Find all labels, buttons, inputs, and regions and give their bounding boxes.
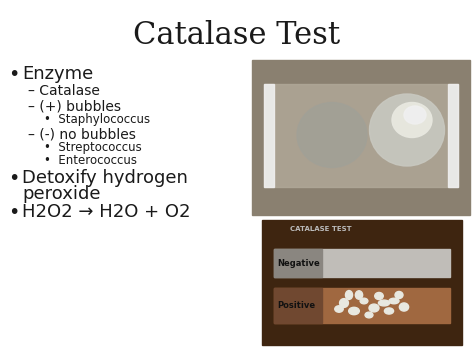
Ellipse shape xyxy=(395,291,403,299)
Text: peroxide: peroxide xyxy=(22,185,100,203)
Text: •  Staphylococcus: • Staphylococcus xyxy=(44,113,150,126)
Text: CATALASE TEST: CATALASE TEST xyxy=(290,226,352,232)
Text: Enzyme: Enzyme xyxy=(22,65,93,83)
Ellipse shape xyxy=(392,103,432,137)
Text: •: • xyxy=(8,65,19,84)
Ellipse shape xyxy=(370,94,445,166)
Text: Positive: Positive xyxy=(277,301,315,310)
Text: •: • xyxy=(8,203,19,222)
Ellipse shape xyxy=(346,290,353,299)
Bar xyxy=(274,249,322,277)
Text: Negative: Negative xyxy=(277,258,320,268)
Ellipse shape xyxy=(369,304,379,312)
Text: Detoxify hydrogen: Detoxify hydrogen xyxy=(22,169,188,187)
Ellipse shape xyxy=(384,308,393,314)
Bar xyxy=(274,288,322,323)
Ellipse shape xyxy=(375,293,383,300)
Ellipse shape xyxy=(389,298,399,304)
Ellipse shape xyxy=(339,299,348,307)
Text: – Catalase: – Catalase xyxy=(28,84,100,98)
Bar xyxy=(262,220,462,345)
Ellipse shape xyxy=(400,303,409,311)
Bar xyxy=(264,84,274,187)
Text: H2O2 → H2O + O2: H2O2 → H2O + O2 xyxy=(22,203,191,221)
Ellipse shape xyxy=(365,312,373,318)
Text: •  Streptococcus: • Streptococcus xyxy=(44,141,142,154)
Bar xyxy=(274,249,450,277)
Bar xyxy=(448,84,458,187)
Ellipse shape xyxy=(356,291,363,299)
Text: – (-) no bubbles: – (-) no bubbles xyxy=(28,127,136,141)
Bar xyxy=(274,288,450,323)
Ellipse shape xyxy=(360,298,368,304)
Text: Catalase Test: Catalase Test xyxy=(134,20,340,51)
Ellipse shape xyxy=(335,306,343,312)
Bar xyxy=(264,84,458,187)
Ellipse shape xyxy=(404,106,426,124)
Text: •: • xyxy=(8,169,19,188)
Ellipse shape xyxy=(349,307,359,315)
Ellipse shape xyxy=(378,300,390,306)
Text: – (+) bubbles: – (+) bubbles xyxy=(28,99,121,113)
Bar xyxy=(252,60,470,215)
Ellipse shape xyxy=(297,103,367,168)
Text: •  Enterococcus: • Enterococcus xyxy=(44,154,137,167)
